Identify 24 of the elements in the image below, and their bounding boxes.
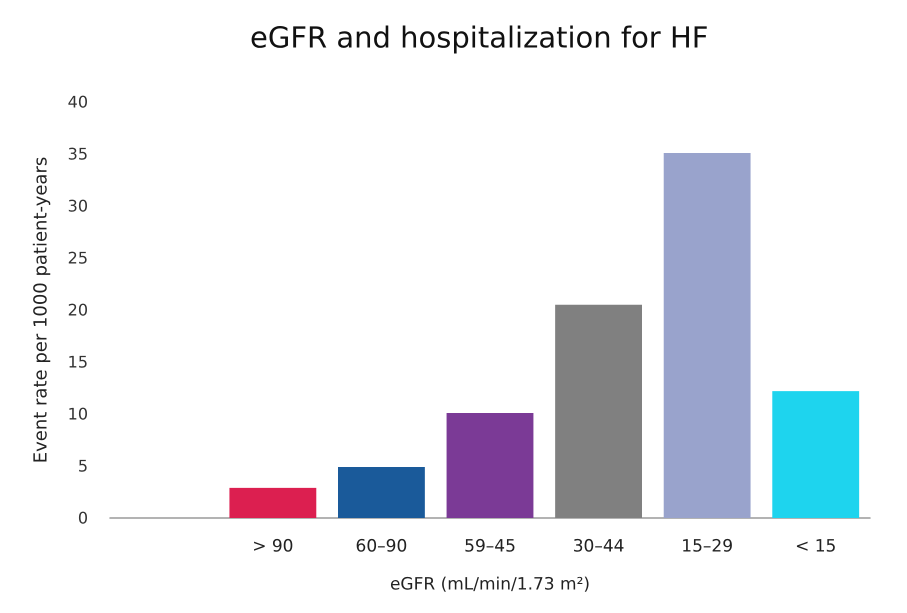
y-tick-label: 0 (78, 508, 88, 528)
y-tick-label: 15 (68, 352, 88, 372)
bar (338, 467, 425, 518)
bar (772, 391, 860, 518)
y-tick-label: 5 (78, 456, 88, 476)
x-tick-label: 60–90 (356, 536, 408, 556)
bar (664, 152, 751, 518)
y-tick-label: 30 (68, 196, 88, 216)
x-tick-label: 59–45 (464, 536, 516, 556)
bar (229, 488, 316, 518)
chart-title: eGFR and hospitalization for HF (250, 20, 708, 54)
y-tick-label: 10 (68, 404, 88, 424)
x-tick-label: < 15 (795, 536, 836, 556)
y-tick-label: 40 (68, 92, 88, 112)
x-tick-label: 15–29 (681, 536, 734, 556)
bar (446, 412, 534, 518)
y-tick-label: 35 (68, 144, 88, 164)
y-tick-label: 25 (68, 248, 88, 268)
y-axis-title: Event rate per 1000 patient-years (30, 156, 52, 464)
x-tick-label: 30–44 (572, 536, 624, 556)
y-tick-label: 20 (68, 300, 88, 320)
bar (555, 304, 642, 518)
x-tick-label: > 90 (252, 536, 294, 556)
x-axis-title: eGFR (mL/min/1.73 m²) (390, 574, 590, 594)
